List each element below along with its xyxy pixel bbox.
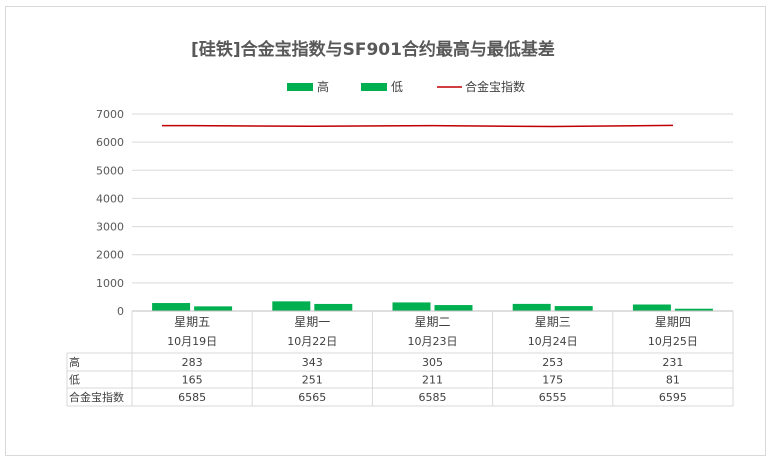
table-cell: 231 — [662, 356, 683, 369]
bar-高 — [392, 302, 431, 311]
bar-高 — [152, 303, 191, 311]
bar-低 — [194, 306, 233, 311]
legend-swatch — [361, 83, 387, 91]
y-tick-label: 2000 — [96, 249, 124, 262]
legend-label: 合金宝指数 — [465, 79, 525, 94]
category-day: 星期五 — [174, 315, 210, 329]
table-cell: 305 — [422, 356, 443, 369]
bar-高 — [512, 303, 551, 311]
bar-低 — [674, 308, 713, 311]
bars — [152, 301, 713, 311]
bar-低 — [554, 306, 593, 311]
legend-item: 高 — [287, 79, 329, 94]
table-row-header: 高 — [69, 355, 80, 369]
index-line — [162, 124, 673, 128]
table-cell: 6565 — [298, 391, 326, 404]
legend-item: 低 — [361, 80, 403, 94]
legend-label: 高 — [317, 79, 329, 94]
category-day: 星期三 — [535, 315, 571, 329]
table-cell: 253 — [542, 356, 563, 369]
y-axis: 0 1000 2000 3000 4000 5000 6000 7000 — [96, 108, 124, 318]
data-table: 星期五 10月19日 星期一 10月22日 星期二 10月23日 星期三 10月24日 星期四 1… — [66, 310, 734, 407]
chart-title: [硅铁]合金宝指数与SF901合约最高与最低基差 — [191, 39, 555, 60]
gridlines — [132, 113, 733, 312]
table-cell: 6585 — [419, 391, 447, 404]
y-tick-label: 0 — [117, 305, 124, 318]
table-cell: 343 — [302, 356, 323, 369]
category-date: 10月23日 — [408, 335, 458, 348]
legend-swatch — [287, 83, 313, 91]
table-cell: 251 — [302, 374, 323, 387]
table-row-header: 合金宝指数 — [69, 390, 124, 404]
bar-高 — [272, 301, 311, 311]
category-date: 10月22日 — [287, 335, 337, 348]
y-tick-label: 7000 — [96, 108, 124, 121]
category-day: 星期二 — [414, 315, 450, 329]
table-cell: 283 — [182, 356, 203, 369]
y-tick-label: 4000 — [96, 192, 124, 205]
table-cell: 6555 — [539, 391, 567, 404]
table-cell: 165 — [182, 374, 203, 387]
table-cell: 211 — [422, 374, 443, 387]
table-cell: 6595 — [659, 391, 687, 404]
bar-低 — [314, 303, 353, 311]
y-tick-label: 1000 — [96, 277, 124, 290]
bar-高 — [632, 304, 671, 311]
category-date: 10月25日 — [648, 335, 698, 348]
y-tick-label: 3000 — [96, 221, 124, 234]
bar-低 — [434, 305, 473, 311]
y-tick-label: 6000 — [96, 136, 124, 149]
legend: 高 低 合金宝指数 — [287, 79, 525, 94]
legend-item: 合金宝指数 — [437, 79, 525, 94]
table-cell: 81 — [666, 374, 680, 387]
category-date: 10月19日 — [167, 335, 217, 348]
y-tick-label: 5000 — [96, 164, 124, 177]
table-row-header: 低 — [69, 374, 80, 387]
category-date: 10月24日 — [528, 335, 578, 348]
table-cell: 175 — [542, 374, 563, 387]
line-合金宝指数 — [162, 124, 673, 128]
table-cell: 6585 — [178, 391, 206, 404]
category-day: 星期一 — [294, 315, 330, 329]
category-day: 星期四 — [655, 315, 691, 329]
legend-label: 低 — [391, 80, 403, 94]
